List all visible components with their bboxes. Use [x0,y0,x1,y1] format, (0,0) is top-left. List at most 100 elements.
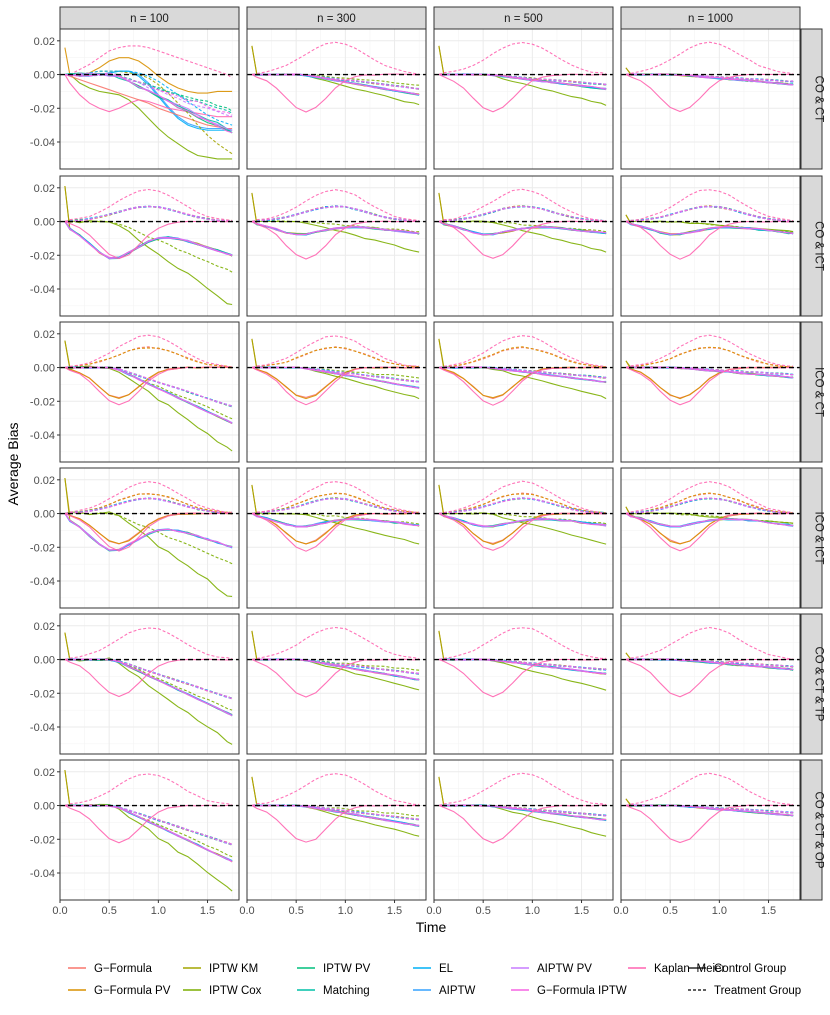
x-tick-label: 1.0 [338,905,353,917]
row-strip-label: CO & ICT [813,221,825,271]
panel-background [247,176,426,316]
panel-border [433,759,614,901]
panel-border [620,321,801,463]
series-line [625,492,794,515]
series-line [251,189,420,223]
legend-label: Matching [323,985,370,997]
series-line [64,70,233,126]
y-tick-label: 0.02 [34,621,55,633]
column-strip [433,6,614,30]
panel-3-4 [620,321,801,463]
column-strip-label: n = 100 [130,13,169,25]
panel-border [246,175,427,317]
panel-border [620,759,801,901]
series-line [625,366,794,376]
series-line [251,335,420,369]
panel-5-2 [246,613,427,755]
series-line [64,493,233,515]
panel-border [59,175,240,317]
series-line [625,205,794,223]
x-tick-label: 0.0 [613,905,628,917]
x-tick-label: 0.0 [52,905,67,917]
panel-background [247,322,426,462]
panel-background [247,29,426,169]
series-line [625,512,794,524]
series-line [251,773,420,807]
panel-border [246,467,427,609]
series-line [625,804,794,816]
panel-background [621,29,800,169]
row-strip-label: CO & CT [813,76,825,123]
x-tick-label: 1.0 [525,905,540,917]
series-line [64,73,233,134]
series-line [64,658,233,700]
x-tick-label: 0.5 [663,905,678,917]
panel-background [621,176,800,316]
series-line [438,493,607,515]
panel-5-1 [59,613,240,755]
legend: G−Formula G−Formula PV IPTW KM IPTW Cox IPTW… [68,963,801,997]
series-line [251,73,420,96]
legend-label: Kaplan−Meier [654,963,725,975]
x-tick-label: 0.0 [426,905,441,917]
row-strip [800,467,823,609]
panel-4-1 [59,467,240,609]
series-line [625,220,794,233]
series-line [64,497,233,515]
panel-4-4 [620,467,801,609]
row-strip [800,613,823,755]
series-line [625,366,794,379]
panel-border [620,175,801,317]
y-tick-label: 0.02 [34,329,55,341]
panel-border [433,175,614,317]
series-line [438,188,607,223]
panel-border [433,613,614,755]
series-line [64,658,233,711]
y-tick-label: 0.00 [34,655,55,667]
series-line [64,804,233,845]
panel-background [434,176,613,316]
x-tick-label: 1.5 [200,905,215,917]
x-tick-label: 1.0 [712,905,727,917]
column-strip-label: n = 1000 [688,13,733,25]
series-line [438,205,607,223]
y-tick-label: 0.00 [34,801,55,813]
series-line [625,73,794,82]
panel-6-3 [433,759,614,901]
series-line [64,804,233,863]
series-line [625,189,794,223]
panel-background [60,176,239,316]
panel-border [59,759,240,901]
series-line [64,366,233,424]
panel-background [621,322,800,462]
row-strip-label: CO & CT & TP [813,647,825,722]
series-line [438,627,607,661]
x-axis-title: Time [416,919,447,935]
series-line [64,70,233,155]
row-strip [800,175,823,317]
x-tick-label: 0.0 [239,905,254,917]
legend-label: G−Formula IPTW [537,985,627,997]
series-line [625,772,794,807]
series-line [625,804,794,814]
panel-border [433,467,614,609]
series-line [251,41,420,76]
series-line [438,804,607,820]
series-line [64,804,233,858]
y-tick-label: -0.02 [30,103,55,115]
series-line [64,365,233,452]
series-line [64,73,233,160]
series-line [251,804,420,827]
series-line [625,658,794,670]
column-strip-label: n = 500 [504,13,543,25]
series-line [438,366,607,383]
row-strip [800,28,823,170]
y-tick-label: 0.00 [34,363,55,375]
y-tick-label: -0.04 [30,868,55,880]
series-line [251,220,420,236]
series-line [625,220,794,235]
panel-5-4 [620,613,801,755]
x-tick-label: 0.5 [476,905,491,917]
series-line [64,627,233,661]
